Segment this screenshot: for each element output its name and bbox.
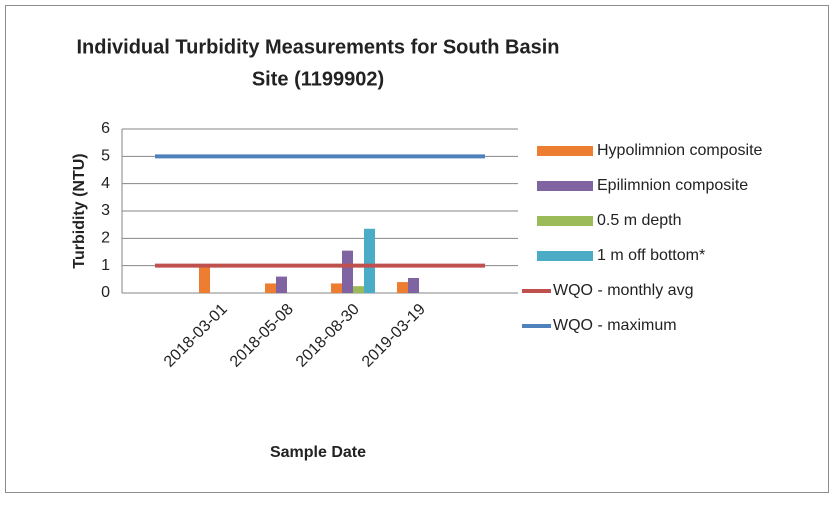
bar [353,286,364,293]
bar [397,282,408,293]
y-tick-label: 1 [101,257,110,274]
y-axis-label: Turbidity (NTU) [71,153,88,268]
legend-label: 0.5 m depth [597,212,682,229]
bar [265,283,276,293]
bar [364,228,375,293]
bar [199,265,210,293]
chart-frame [5,5,829,493]
y-tick-label: 3 [101,202,110,219]
legend-label: WQO - monthly avg [553,282,693,299]
legend-label: Hypolimnion composite [597,142,763,159]
chart-title: Site (1199902) [252,68,384,90]
legend-swatch [537,251,593,261]
legend-label: WQO - maximum [553,317,677,334]
legend-swatch [537,216,593,226]
y-tick-label: 0 [101,284,110,301]
legend-label: 1 m off bottom* [597,247,705,264]
x-axis-label: Sample Date [270,444,366,461]
legend-label: Epilimnion composite [597,177,748,194]
y-tick-label: 5 [101,148,110,165]
bar [276,276,287,293]
y-tick-label: 6 [101,120,110,137]
y-tick-label: 2 [101,230,110,247]
y-tick-label: 4 [101,175,110,192]
bar [342,250,353,293]
bar [331,283,342,293]
chart-title: Individual Turbidity Measurements for So… [76,36,559,58]
bar [408,277,419,293]
legend-swatch [537,181,593,191]
legend-swatch [537,146,593,156]
